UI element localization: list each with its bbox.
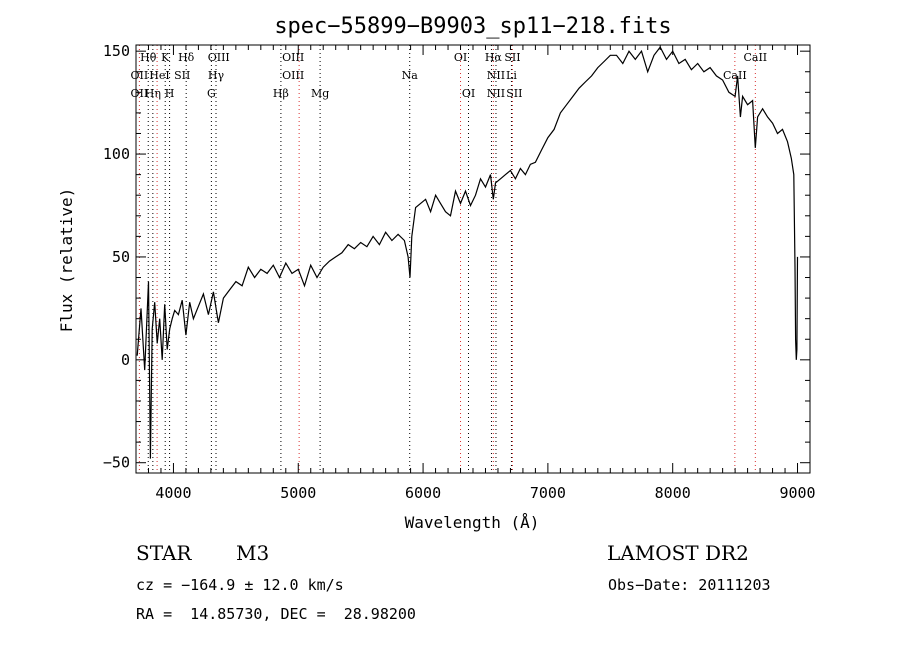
line-label: OI	[462, 87, 475, 100]
line-label: G	[207, 87, 216, 100]
line-label: Hθ	[140, 51, 157, 64]
y-tick-label: −50	[103, 454, 130, 472]
line-label: OII	[131, 87, 149, 100]
x-axis: 4000 5000 6000 7000 8000 9000	[135, 45, 816, 502]
obs-date: Obs−Date: 20111203	[608, 576, 771, 594]
x-tick-label: 4000	[155, 484, 191, 502]
line-label: CaII	[743, 51, 767, 64]
x-tick-label: 6000	[405, 484, 441, 502]
line-label: CaII	[723, 69, 747, 82]
object-subclass: M3	[236, 541, 270, 565]
line-label: NII	[487, 69, 505, 82]
line-label: Hα	[485, 51, 503, 64]
line-label: Hη	[145, 87, 161, 100]
x-tick-label: 7000	[530, 484, 566, 502]
line-label: OIII	[208, 51, 230, 64]
x-tick-label: 8000	[655, 484, 691, 502]
line-label: Hδ	[178, 51, 195, 64]
line-label: Li	[506, 69, 517, 82]
line-label: OII	[131, 69, 149, 82]
line-label: OIII	[282, 51, 304, 64]
line-label: Hβ	[273, 87, 289, 100]
y-axis: −50 0 50 100 150	[103, 42, 810, 472]
flux-series-line	[136, 45, 799, 459]
y-tick-label: 50	[112, 248, 130, 266]
y-axis-label: Flux (relative)	[57, 188, 76, 333]
line-label: HeI	[149, 69, 169, 82]
line-label: OI	[454, 51, 467, 64]
chart-title: spec−55899−B9903_sp11−218.fits	[274, 14, 671, 39]
line-markers-black	[147, 45, 512, 473]
line-label: H	[165, 87, 175, 100]
x-axis-label: Wavelength (Å)	[405, 513, 540, 532]
y-tick-label: 100	[103, 145, 130, 163]
line-label: SII	[174, 69, 190, 82]
object-class: STAR	[136, 541, 192, 565]
survey-name: LAMOST DR2	[607, 541, 749, 565]
line-label: NII	[487, 87, 505, 100]
line-label: SII	[506, 87, 522, 100]
plot-frame	[135, 44, 811, 474]
line-markers-red	[138, 45, 756, 473]
line-label: Hγ	[208, 69, 225, 82]
line-label: Mg	[311, 87, 329, 100]
y-tick-label: 0	[121, 351, 130, 369]
line-label: K	[161, 51, 170, 64]
line-label: OIII	[282, 69, 304, 82]
x-tick-label: 9000	[779, 484, 815, 502]
redshift-cz: cz = −164.9 ± 12.0 km/s	[136, 576, 344, 594]
line-label: SII	[504, 51, 520, 64]
x-tick-label: 5000	[280, 484, 316, 502]
line-label: Na	[402, 69, 419, 82]
y-tick-label: 150	[103, 42, 130, 60]
ra-dec: RA = 14.85730, DEC = 28.98200	[136, 605, 416, 623]
